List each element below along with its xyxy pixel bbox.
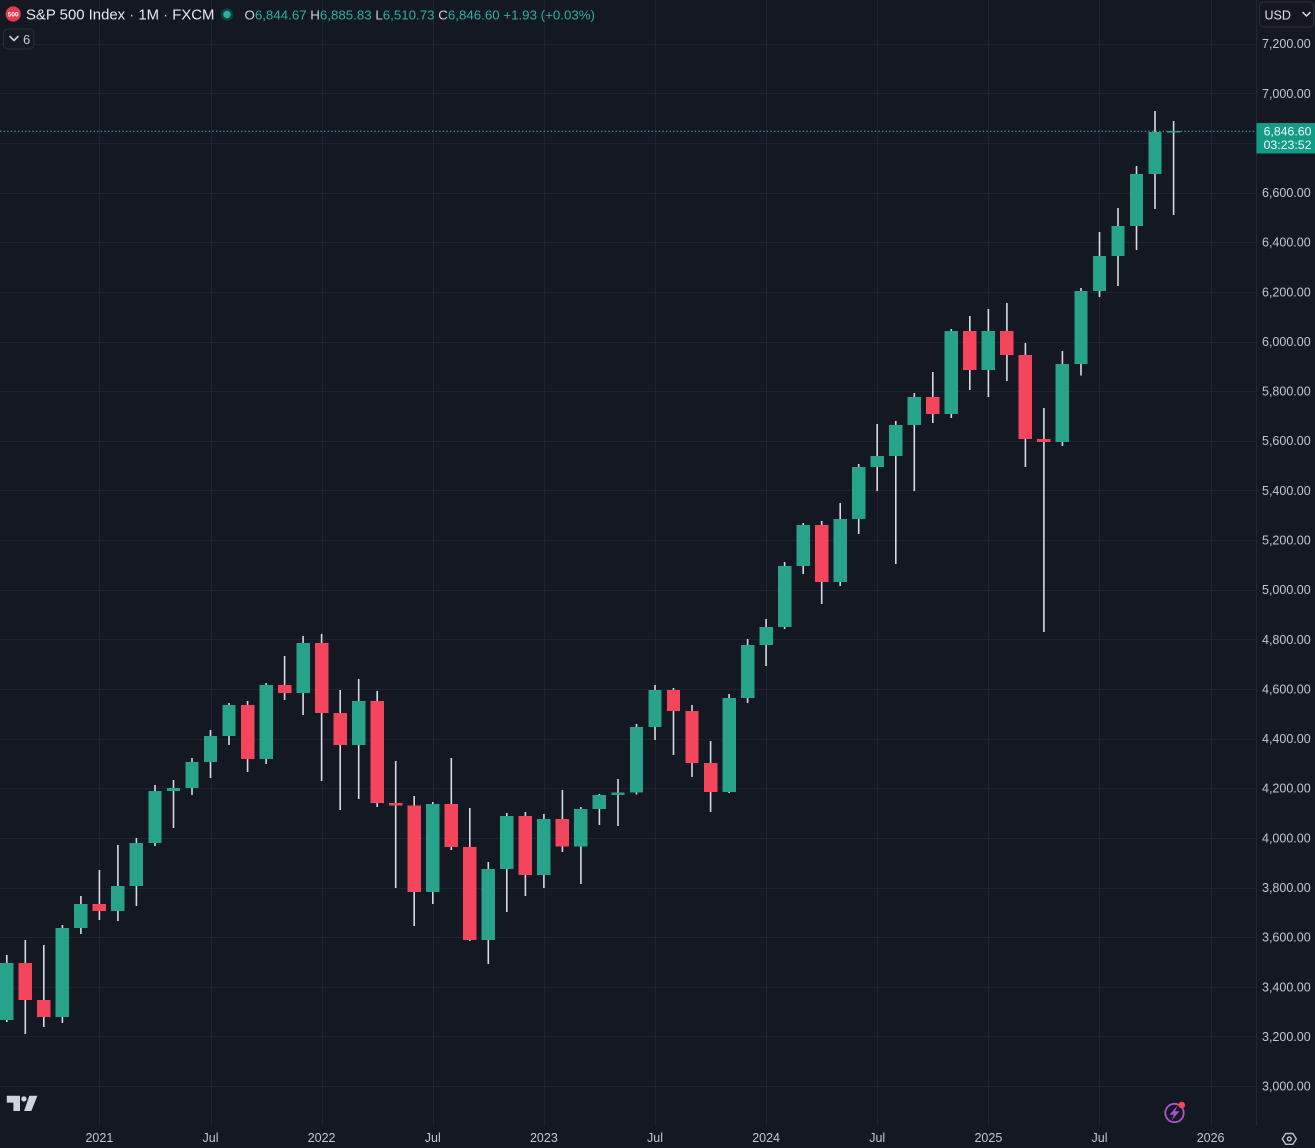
- svg-text:O6,844.67 H6,885.83 L6,510.73: O6,844.67 H6,885.83 L6,510.73 C6,846.60 …: [245, 8, 595, 23]
- svg-text:4,200.00: 4,200.00: [1262, 782, 1311, 796]
- svg-text:S&P 500 Index · 1M · FXCM: S&P 500 Index · 1M · FXCM: [26, 8, 214, 24]
- svg-text:2026: 2026: [1197, 1131, 1225, 1145]
- svg-text:2024: 2024: [752, 1131, 780, 1145]
- svg-text:6,846.60: 6,846.60: [1264, 125, 1312, 139]
- svg-text:6,600.00: 6,600.00: [1262, 186, 1311, 200]
- svg-text:5,200.00: 5,200.00: [1262, 534, 1311, 548]
- svg-text:2025: 2025: [974, 1131, 1002, 1145]
- svg-text:5,400.00: 5,400.00: [1262, 484, 1311, 498]
- svg-text:2023: 2023: [530, 1131, 558, 1145]
- svg-text:3,400.00: 3,400.00: [1262, 980, 1311, 994]
- svg-text:4,400.00: 4,400.00: [1262, 732, 1311, 746]
- svg-text:4,000.00: 4,000.00: [1262, 831, 1311, 845]
- svg-text:Jul: Jul: [869, 1131, 885, 1145]
- svg-text:2021: 2021: [85, 1131, 113, 1145]
- svg-text:6,200.00: 6,200.00: [1262, 285, 1311, 299]
- svg-text:3,600.00: 3,600.00: [1262, 931, 1311, 945]
- svg-text:Jul: Jul: [425, 1131, 441, 1145]
- svg-text:7,200.00: 7,200.00: [1262, 37, 1311, 51]
- svg-text:Jul: Jul: [647, 1131, 663, 1145]
- svg-text:3,800.00: 3,800.00: [1262, 881, 1311, 895]
- svg-text:5,600.00: 5,600.00: [1262, 434, 1311, 448]
- svg-text:4,600.00: 4,600.00: [1262, 682, 1311, 696]
- svg-text:5,000.00: 5,000.00: [1262, 583, 1311, 597]
- svg-text:5,800.00: 5,800.00: [1262, 385, 1311, 399]
- svg-text:USD: USD: [1265, 9, 1291, 23]
- svg-text:3,000.00: 3,000.00: [1262, 1080, 1311, 1094]
- svg-text:500: 500: [8, 11, 19, 18]
- svg-text:4,800.00: 4,800.00: [1262, 633, 1311, 647]
- svg-text:2022: 2022: [308, 1131, 336, 1145]
- svg-text:Jul: Jul: [1092, 1131, 1108, 1145]
- svg-text:6: 6: [23, 32, 30, 47]
- svg-text:6,400.00: 6,400.00: [1262, 236, 1311, 250]
- svg-text:6,000.00: 6,000.00: [1262, 335, 1311, 349]
- svg-text:03:23:52: 03:23:52: [1264, 138, 1312, 152]
- svg-text:3,200.00: 3,200.00: [1262, 1030, 1311, 1044]
- svg-text:Jul: Jul: [203, 1131, 219, 1145]
- svg-text:7,000.00: 7,000.00: [1262, 87, 1311, 101]
